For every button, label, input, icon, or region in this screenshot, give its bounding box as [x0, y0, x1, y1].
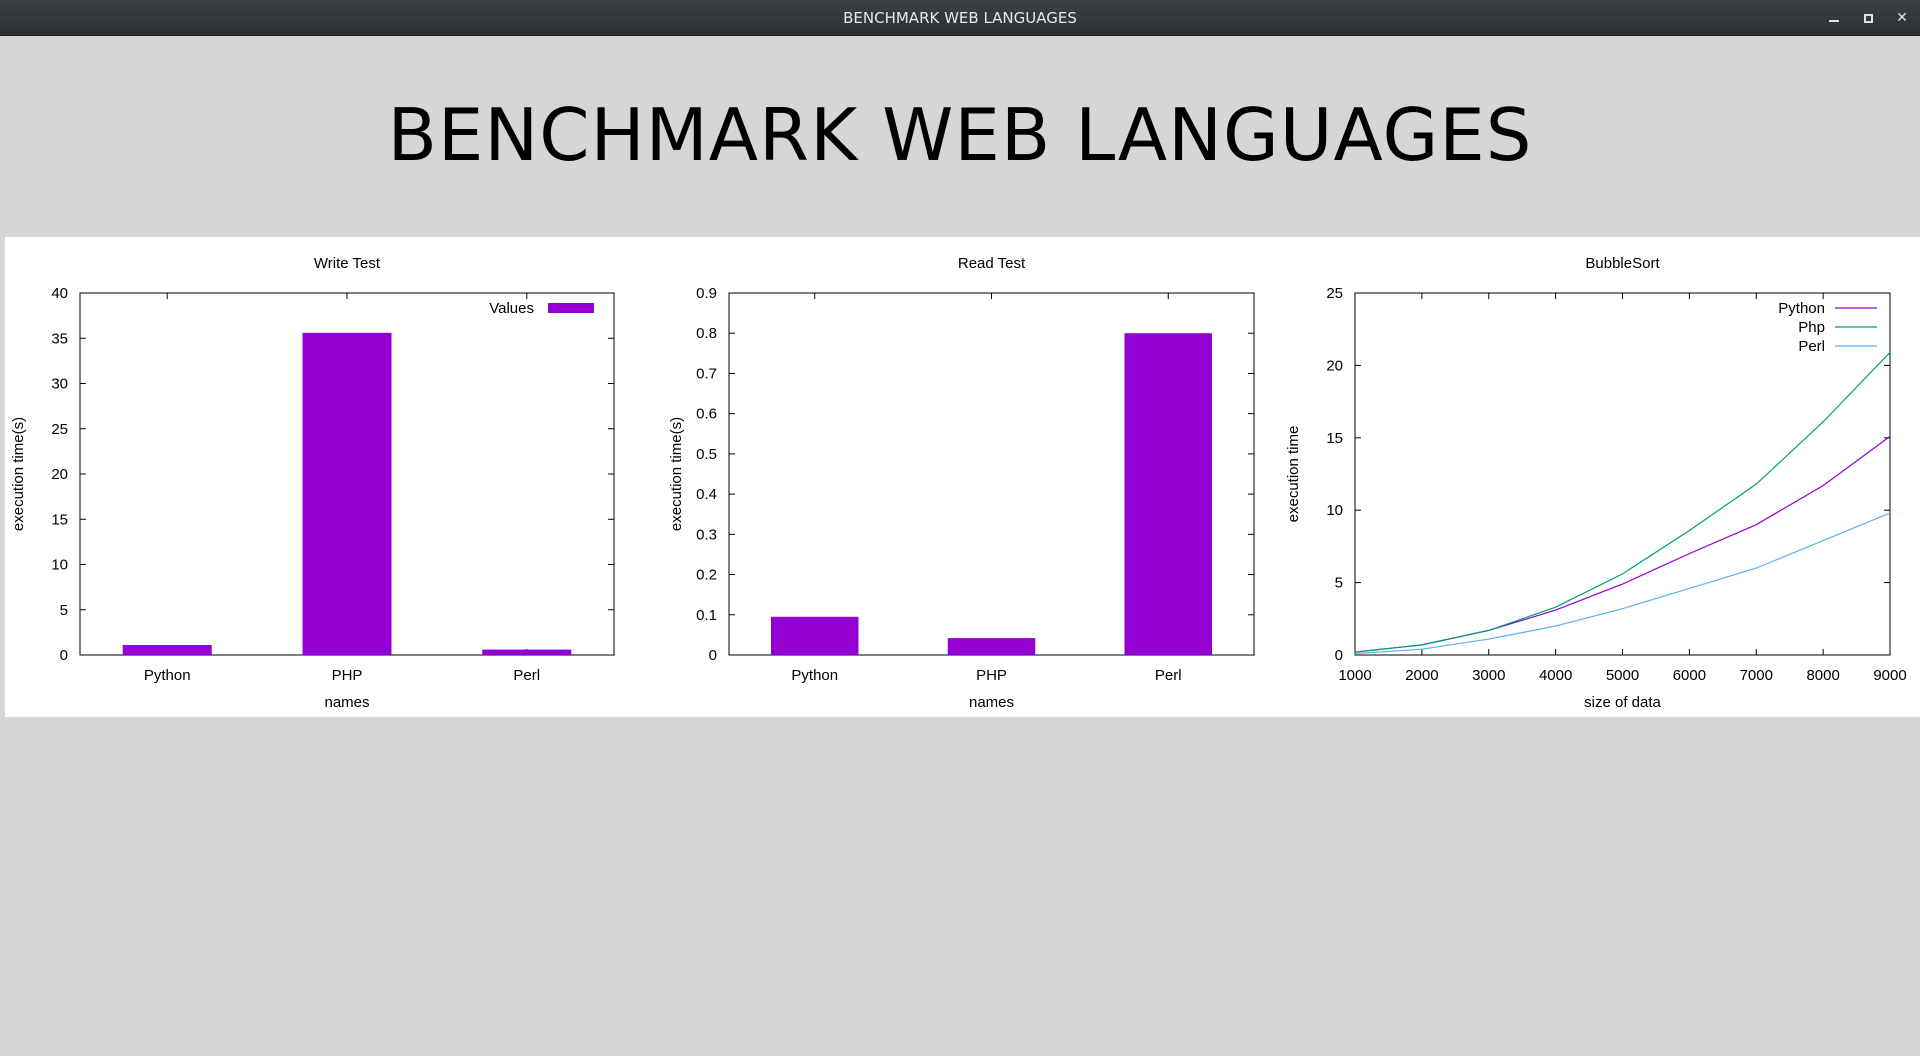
x-tick-label: 3000 — [1472, 667, 1505, 684]
y-tick-label: 20 — [51, 466, 68, 483]
y-tick-label: 0.1 — [696, 607, 717, 624]
plot-panel: Write Test 0 5 10 15 20 25 30 35 40 names execution… — [5, 237, 1920, 717]
x-tick-label: 4000 — [1539, 667, 1572, 684]
chart-title: Read Test — [958, 255, 1026, 272]
x-axis-label: size of data — [1584, 694, 1661, 711]
x-tick-label: 8000 — [1806, 667, 1839, 684]
window-title: BENCHMARK WEB LANGUAGES — [843, 9, 1077, 27]
x-tick-label: PHP — [332, 667, 363, 684]
y-tick-label: 0 — [1335, 647, 1343, 664]
legend-label: Values — [489, 300, 534, 317]
bar — [302, 332, 392, 655]
y-axis-label: execution time(s) — [668, 417, 685, 531]
y-tick-label: 10 — [51, 557, 68, 574]
x-tick-label: 6000 — [1673, 667, 1706, 684]
y-tick-label: 15 — [1326, 430, 1343, 447]
bar — [771, 616, 859, 655]
series-line-python — [1354, 435, 1891, 653]
y-tick-label: 20 — [1326, 357, 1343, 374]
y-tick-label: 0.8 — [696, 325, 717, 342]
y-axis-label: execution time — [1285, 426, 1302, 523]
y-tick-label: 0.7 — [696, 365, 717, 382]
x-tick-label: 7000 — [1740, 667, 1773, 684]
x-axis-label: names — [324, 694, 369, 711]
chart-title: Write Test — [314, 255, 381, 272]
window-titlebar: BENCHMARK WEB LANGUAGES ✕ — [0, 0, 1920, 36]
x-tick-label: Perl — [513, 667, 540, 684]
y-tick-label: 35 — [51, 330, 68, 347]
bar — [947, 638, 1036, 655]
y-tick-label: 10 — [1326, 502, 1343, 519]
x-tick-label: 5000 — [1606, 667, 1639, 684]
y-tick-label: 25 — [1326, 285, 1343, 302]
charts-canvas: Write Test 0 5 10 15 20 25 30 35 40 names execution… — [10, 255, 1907, 711]
x-axis-label: names — [969, 694, 1014, 711]
minimize-icon[interactable] — [1822, 6, 1846, 30]
x-tick-label: 2000 — [1405, 667, 1438, 684]
y-tick-label: 0.3 — [696, 526, 717, 543]
x-tick-label: Python — [144, 667, 191, 684]
legend-label: Perl — [1798, 338, 1825, 355]
y-tick-label: 30 — [51, 376, 68, 393]
maximize-icon[interactable] — [1856, 6, 1880, 30]
y-tick-label: 0 — [60, 647, 68, 664]
series-line-php — [1354, 351, 1891, 653]
y-tick-label: 25 — [51, 421, 68, 438]
y-tick-label: 5 — [1335, 575, 1343, 592]
legend-swatch — [548, 303, 594, 313]
y-tick-label: 0 — [709, 647, 717, 664]
y-tick-label: 15 — [51, 511, 68, 528]
y-axis-label: execution time(s) — [10, 417, 27, 531]
bar — [122, 645, 212, 655]
bar — [1124, 333, 1212, 655]
bar — [482, 649, 572, 655]
x-tick-label: PHP — [976, 667, 1007, 684]
y-tick-label: 0.4 — [696, 486, 717, 503]
chart-2: BubbleSort 0 5 10 15 20 25 size of data executio… — [1285, 255, 1907, 711]
legend-label: Python — [1778, 300, 1825, 317]
chart-1: Read Test 0 0.1 0.2 0.3 0.4 0.5 0.6 0.7 0.8 0.9 nam… — [668, 255, 1255, 711]
y-tick-label: 0.9 — [696, 285, 717, 302]
y-tick-label: 0.5 — [696, 446, 717, 463]
page-title: BENCHMARK WEB LANGUAGES — [387, 93, 1533, 177]
y-tick-label: 0.6 — [696, 406, 717, 423]
chart-title: BubbleSort — [1585, 255, 1660, 272]
series-line-perl — [1354, 512, 1891, 655]
x-tick-label: Python — [791, 667, 838, 684]
y-tick-label: 0.2 — [696, 567, 717, 584]
close-icon[interactable]: ✕ — [1896, 10, 1908, 26]
y-tick-label: 40 — [51, 285, 68, 302]
x-tick-label: 1000 — [1338, 667, 1371, 684]
legend-label: Php — [1798, 319, 1825, 336]
x-tick-label: 9000 — [1873, 667, 1906, 684]
x-tick-label: Perl — [1155, 667, 1182, 684]
chart-0: Write Test 0 5 10 15 20 25 30 35 40 names execution… — [10, 255, 615, 711]
y-tick-label: 5 — [60, 602, 68, 619]
